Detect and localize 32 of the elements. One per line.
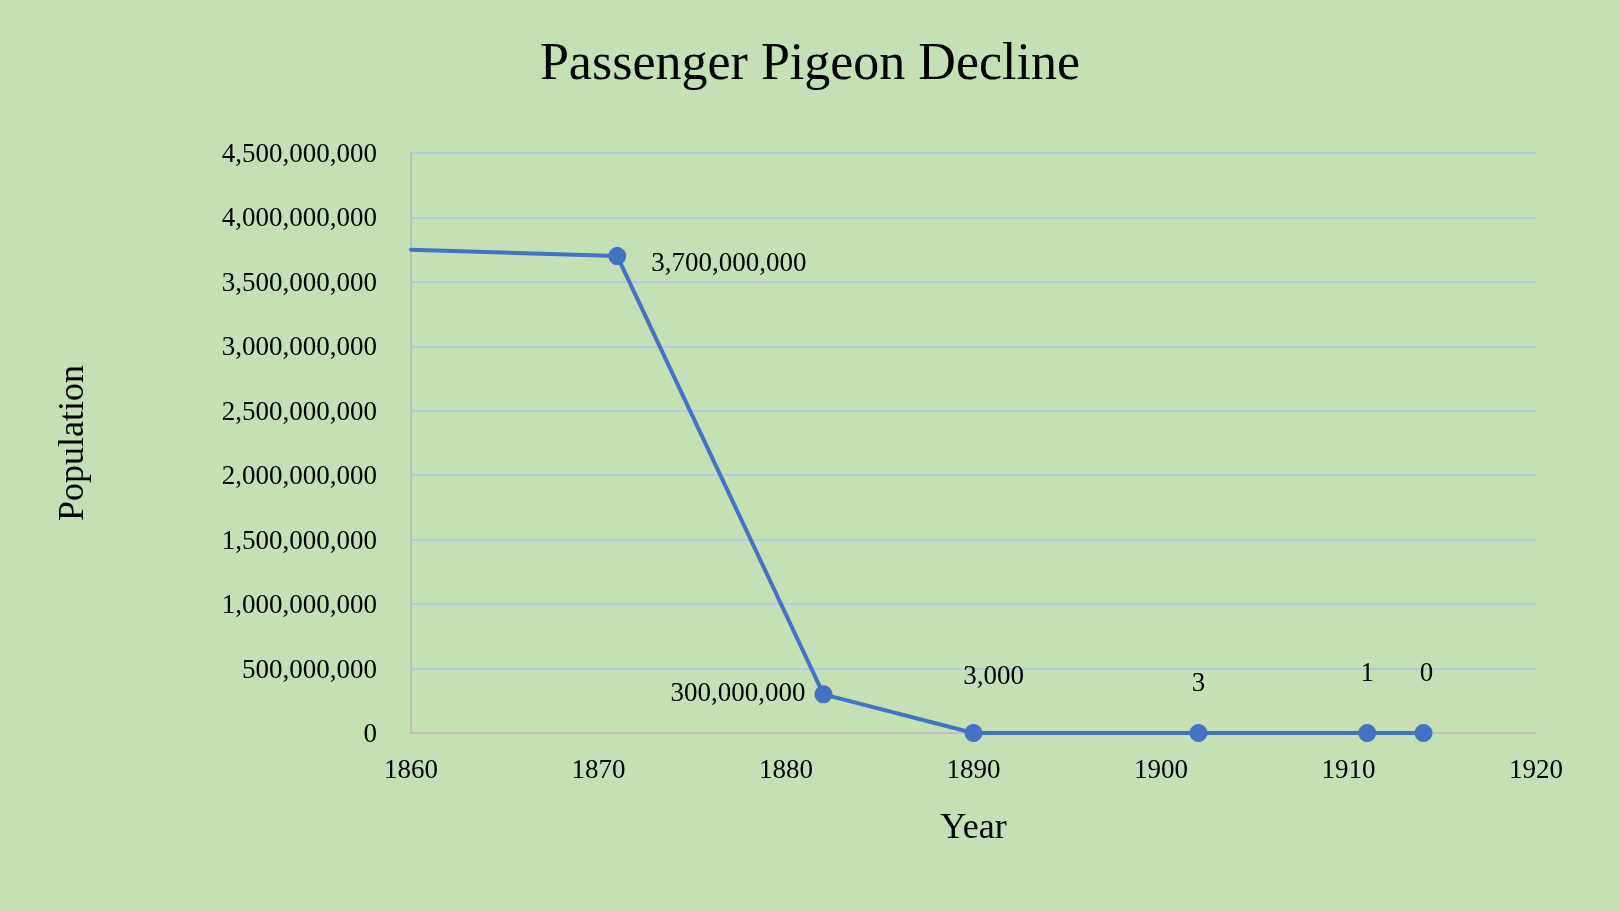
data-label: 300,000,000 [670, 677, 806, 708]
point [1358, 724, 1377, 742]
y-tick-label: 3,500,000,000 [221, 266, 377, 297]
y-tick-label: 4,000,000,000 [221, 202, 377, 233]
data-label: 3,700,000,000 [651, 247, 807, 278]
y-tick-label: 4,500,000,000 [221, 138, 377, 168]
x-tick-label: 1920 [1509, 753, 1563, 784]
point [1414, 724, 1433, 742]
x-tick-label: 1910 [1321, 753, 1376, 784]
y-tick-label: 2,500,000,000 [221, 395, 377, 426]
data-label: 0 [1419, 656, 1434, 687]
y-tick-label: 2,000,000,000 [221, 460, 377, 491]
y-tick-label: 1,500,000,000 [221, 524, 377, 555]
x-tick-label: 1880 [759, 753, 813, 784]
y-tick-label: 1,000,000,000 [221, 589, 377, 620]
point [608, 247, 627, 266]
y-tick-label: 3,000,000,000 [221, 331, 377, 362]
x-tick-label: 1890 [946, 753, 1001, 784]
point [1189, 724, 1208, 742]
y-axis-title: Population [51, 364, 91, 522]
x-tick-label: 1900 [1134, 753, 1188, 784]
x-axis-title: Year [940, 806, 1007, 846]
point [814, 685, 833, 704]
x-tick-label: 1860 [384, 753, 438, 784]
y-tick-label: 500,000,000 [242, 653, 377, 684]
data-label: 3,000 [963, 660, 1024, 691]
chart-title: Passenger Pigeon Decline [539, 32, 1081, 90]
x-tick-label: 1870 [571, 753, 626, 784]
y-tick-label: 0 [363, 718, 377, 748]
point [964, 724, 983, 742]
data-label: 3 [1191, 666, 1206, 697]
data-label: 1 [1360, 656, 1374, 687]
